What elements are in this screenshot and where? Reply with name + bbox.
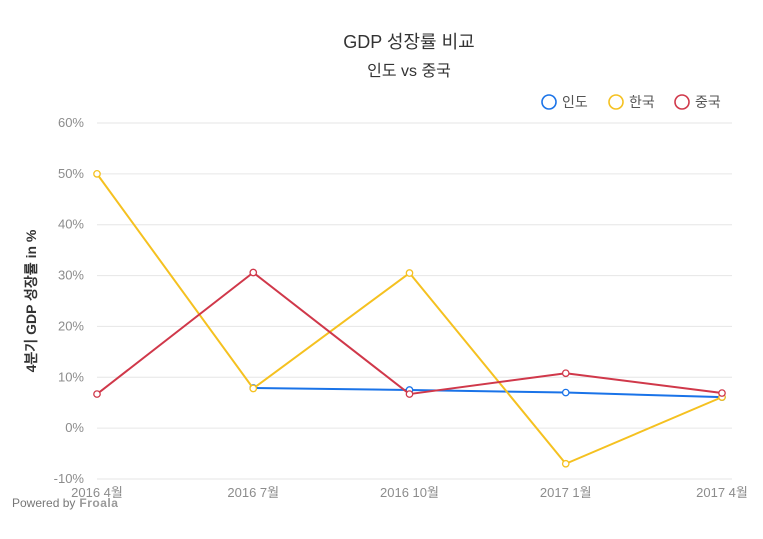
series-line: [253, 386, 723, 399]
y-tick-label: 0%: [65, 420, 84, 435]
legend-marker: [541, 94, 557, 110]
series-layer: [93, 170, 726, 468]
data-point[interactable]: [93, 390, 101, 398]
data-point[interactable]: [405, 390, 414, 398]
data-point[interactable]: [561, 369, 570, 378]
series-한국: [93, 170, 726, 468]
data-point[interactable]: [561, 459, 570, 468]
x-tick-label: 2016 4월: [71, 485, 123, 500]
grid-layer: [97, 122, 732, 480]
y-axis-label: 4분기 GDP 성장률 in %: [23, 229, 39, 372]
y-tick-label: 50%: [58, 166, 84, 181]
legend: 인도 한국 중국: [541, 94, 721, 110]
legend-label: 한국: [629, 94, 655, 110]
legend-item[interactable]: 인도: [541, 94, 588, 110]
y-tick-label: 60%: [58, 115, 84, 130]
legend-item[interactable]: 한국: [608, 94, 655, 110]
legend-marker: [608, 94, 624, 110]
y-tick-label: 40%: [58, 217, 84, 232]
x-tick-label: 2017 4월: [696, 485, 748, 500]
chart-title: GDP 성장률 비교: [343, 32, 474, 52]
x-tick-label: 2016 10월: [380, 485, 439, 500]
chart-subtitle: 인도 vs 중국: [367, 62, 451, 80]
legend-label: 중국: [695, 94, 721, 110]
y-tick-label: -10%: [54, 471, 85, 486]
y-tick-label: 10%: [58, 369, 84, 384]
data-point[interactable]: [405, 269, 414, 277]
powered-by-text: Powered by: [12, 496, 76, 510]
x-tick-label: 2017 1월: [540, 485, 592, 500]
powered-by: Powered by Froala: [12, 496, 118, 510]
data-point[interactable]: [718, 389, 726, 397]
legend-item[interactable]: 중국: [674, 94, 721, 110]
data-point[interactable]: [93, 170, 101, 178]
brand-logo[interactable]: Froala: [79, 496, 119, 510]
series-인도: [249, 384, 726, 401]
y-ticks: 60% 50% 40% 30% 20% 10% 0% -10%: [54, 115, 85, 486]
series-중국: [93, 268, 726, 398]
y-tick-label: 30%: [58, 268, 84, 283]
y-tick-label: 20%: [58, 318, 84, 333]
legend-label: 인도: [562, 94, 588, 110]
series-line: [96, 173, 723, 465]
series-line: [96, 271, 723, 396]
data-point[interactable]: [561, 388, 570, 397]
data-point[interactable]: [249, 384, 258, 393]
x-tick-label: 2016 7월: [227, 485, 279, 500]
x-ticks: 2016 4월 2016 7월 2016 10월 2017 1월 2017 4월: [71, 485, 748, 500]
data-point[interactable]: [249, 268, 258, 277]
legend-marker: [674, 94, 690, 110]
